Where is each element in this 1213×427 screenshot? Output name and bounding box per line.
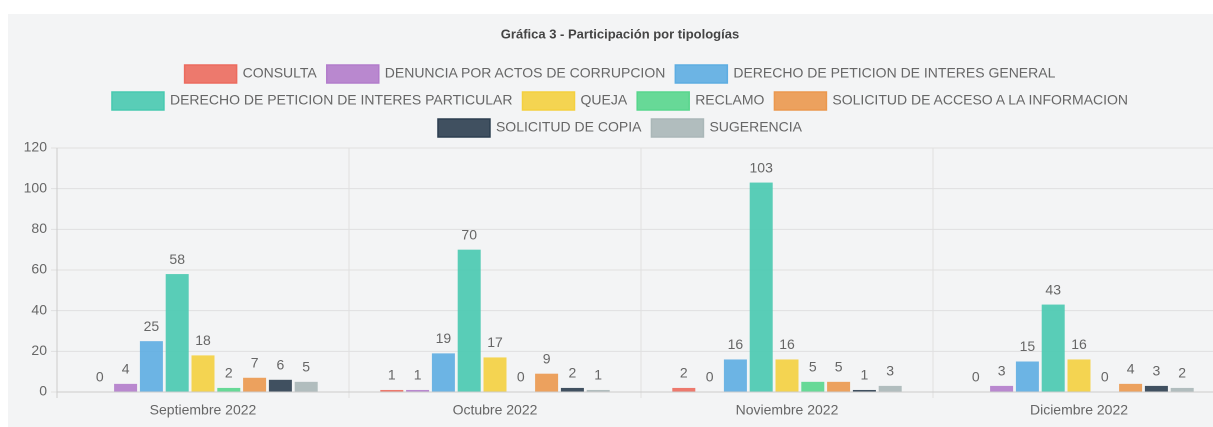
data-label: 7 — [251, 354, 259, 370]
x-tick-label: Noviembre 2022 — [736, 402, 839, 418]
bar — [990, 385, 1014, 392]
bar — [139, 341, 163, 392]
data-label: 5 — [835, 359, 843, 375]
bar — [723, 359, 747, 392]
legend-label: DENUNCIA POR ACTOS DE CORRUPCION — [385, 65, 666, 81]
bar — [535, 373, 559, 392]
legend-label: SUGERENCIA — [709, 119, 802, 135]
y-tick-label: 40 — [31, 301, 47, 317]
bar — [217, 387, 241, 392]
legend-swatch — [326, 64, 380, 84]
bar — [878, 385, 902, 392]
data-label: 5 — [809, 359, 817, 375]
bar — [268, 379, 292, 392]
bar — [165, 274, 189, 392]
data-label: 2 — [569, 365, 577, 381]
legend-swatch — [636, 91, 690, 111]
bar — [431, 353, 455, 392]
x-tick-label: Septiembre 2022 — [150, 402, 257, 418]
data-label: 3 — [886, 363, 894, 379]
data-label: 3 — [998, 363, 1006, 379]
y-tick-label: 20 — [31, 342, 47, 358]
data-label: 1 — [861, 367, 869, 383]
legend-swatch — [437, 118, 491, 138]
y-tick-label: 0 — [39, 383, 47, 399]
data-label: 43 — [1045, 281, 1061, 297]
data-label: 0 — [1101, 369, 1109, 385]
bar — [801, 381, 825, 392]
bar — [1144, 385, 1168, 392]
y-tick-label: 80 — [31, 220, 47, 236]
legend-label: CONSULTA — [243, 65, 318, 81]
data-label: 2 — [1178, 365, 1186, 381]
data-label: 103 — [750, 159, 774, 175]
legend-label: DERECHO DE PETICION DE INTERES GENERAL — [733, 65, 1055, 81]
data-label: 4 — [1127, 361, 1135, 377]
legend-swatch — [773, 91, 828, 111]
x-tick-label: Octubre 2022 — [453, 402, 538, 418]
data-label: 5 — [302, 359, 310, 375]
y-tick-label: 100 — [24, 179, 48, 195]
bar — [852, 389, 876, 392]
data-label: 58 — [169, 251, 185, 267]
x-tick-label: Diciembre 2022 — [1030, 402, 1128, 418]
legend-swatch — [111, 91, 165, 111]
data-label: 4 — [122, 361, 130, 377]
bar — [749, 182, 773, 392]
y-tick-label: 60 — [31, 261, 47, 277]
bar — [406, 389, 430, 392]
data-label: 6 — [277, 357, 285, 373]
data-label: 25 — [144, 318, 160, 334]
data-label: 0 — [96, 369, 104, 385]
bar — [1170, 387, 1194, 392]
legend-label: QUEJA — [581, 92, 628, 108]
bar — [294, 381, 318, 392]
data-label: 2 — [225, 365, 233, 381]
data-label: 16 — [728, 336, 744, 352]
bar — [114, 383, 138, 392]
legend-label: DERECHO DE PETICION DE INTERES PARTICULA… — [170, 92, 513, 108]
data-label: 0 — [706, 369, 714, 385]
data-label: 1 — [388, 367, 396, 383]
data-label: 0 — [517, 369, 525, 385]
y-tick-label: 120 — [24, 139, 48, 155]
bar — [827, 381, 851, 392]
bar — [457, 249, 481, 392]
bar — [243, 377, 267, 392]
bar — [1067, 359, 1091, 392]
data-label: 70 — [461, 226, 477, 242]
data-label: 0 — [972, 369, 980, 385]
legend-swatch — [183, 64, 238, 84]
bar — [1015, 361, 1039, 392]
data-label: 19 — [436, 330, 452, 346]
legend-label: SOLICITUD DE COPIA — [496, 119, 642, 135]
data-label: 17 — [487, 334, 503, 350]
data-label: 18 — [195, 332, 211, 348]
bar — [560, 387, 584, 392]
data-label: 15 — [1020, 338, 1036, 354]
data-label: 3 — [1153, 363, 1161, 379]
data-label: 16 — [1071, 336, 1087, 352]
bar — [672, 387, 696, 392]
legend-swatch — [674, 64, 729, 84]
chart-title: Gráfica 3 - Participación por tipologías — [501, 26, 739, 41]
data-label: 9 — [543, 350, 551, 366]
bar — [1119, 383, 1143, 392]
bar — [1041, 304, 1065, 392]
data-label: 2 — [680, 365, 688, 381]
legend-swatch — [650, 118, 705, 138]
data-label: 16 — [779, 336, 795, 352]
bar — [191, 355, 215, 392]
bar — [483, 357, 507, 392]
legend-label: RECLAMO — [695, 92, 764, 108]
bar — [380, 389, 404, 392]
bar — [775, 359, 799, 392]
legend-swatch — [521, 91, 576, 111]
bar — [586, 389, 610, 392]
legend-label: SOLICITUD DE ACCESO A LA INFORMACION — [832, 92, 1128, 108]
data-label: 1 — [414, 367, 422, 383]
data-label: 1 — [594, 367, 602, 383]
